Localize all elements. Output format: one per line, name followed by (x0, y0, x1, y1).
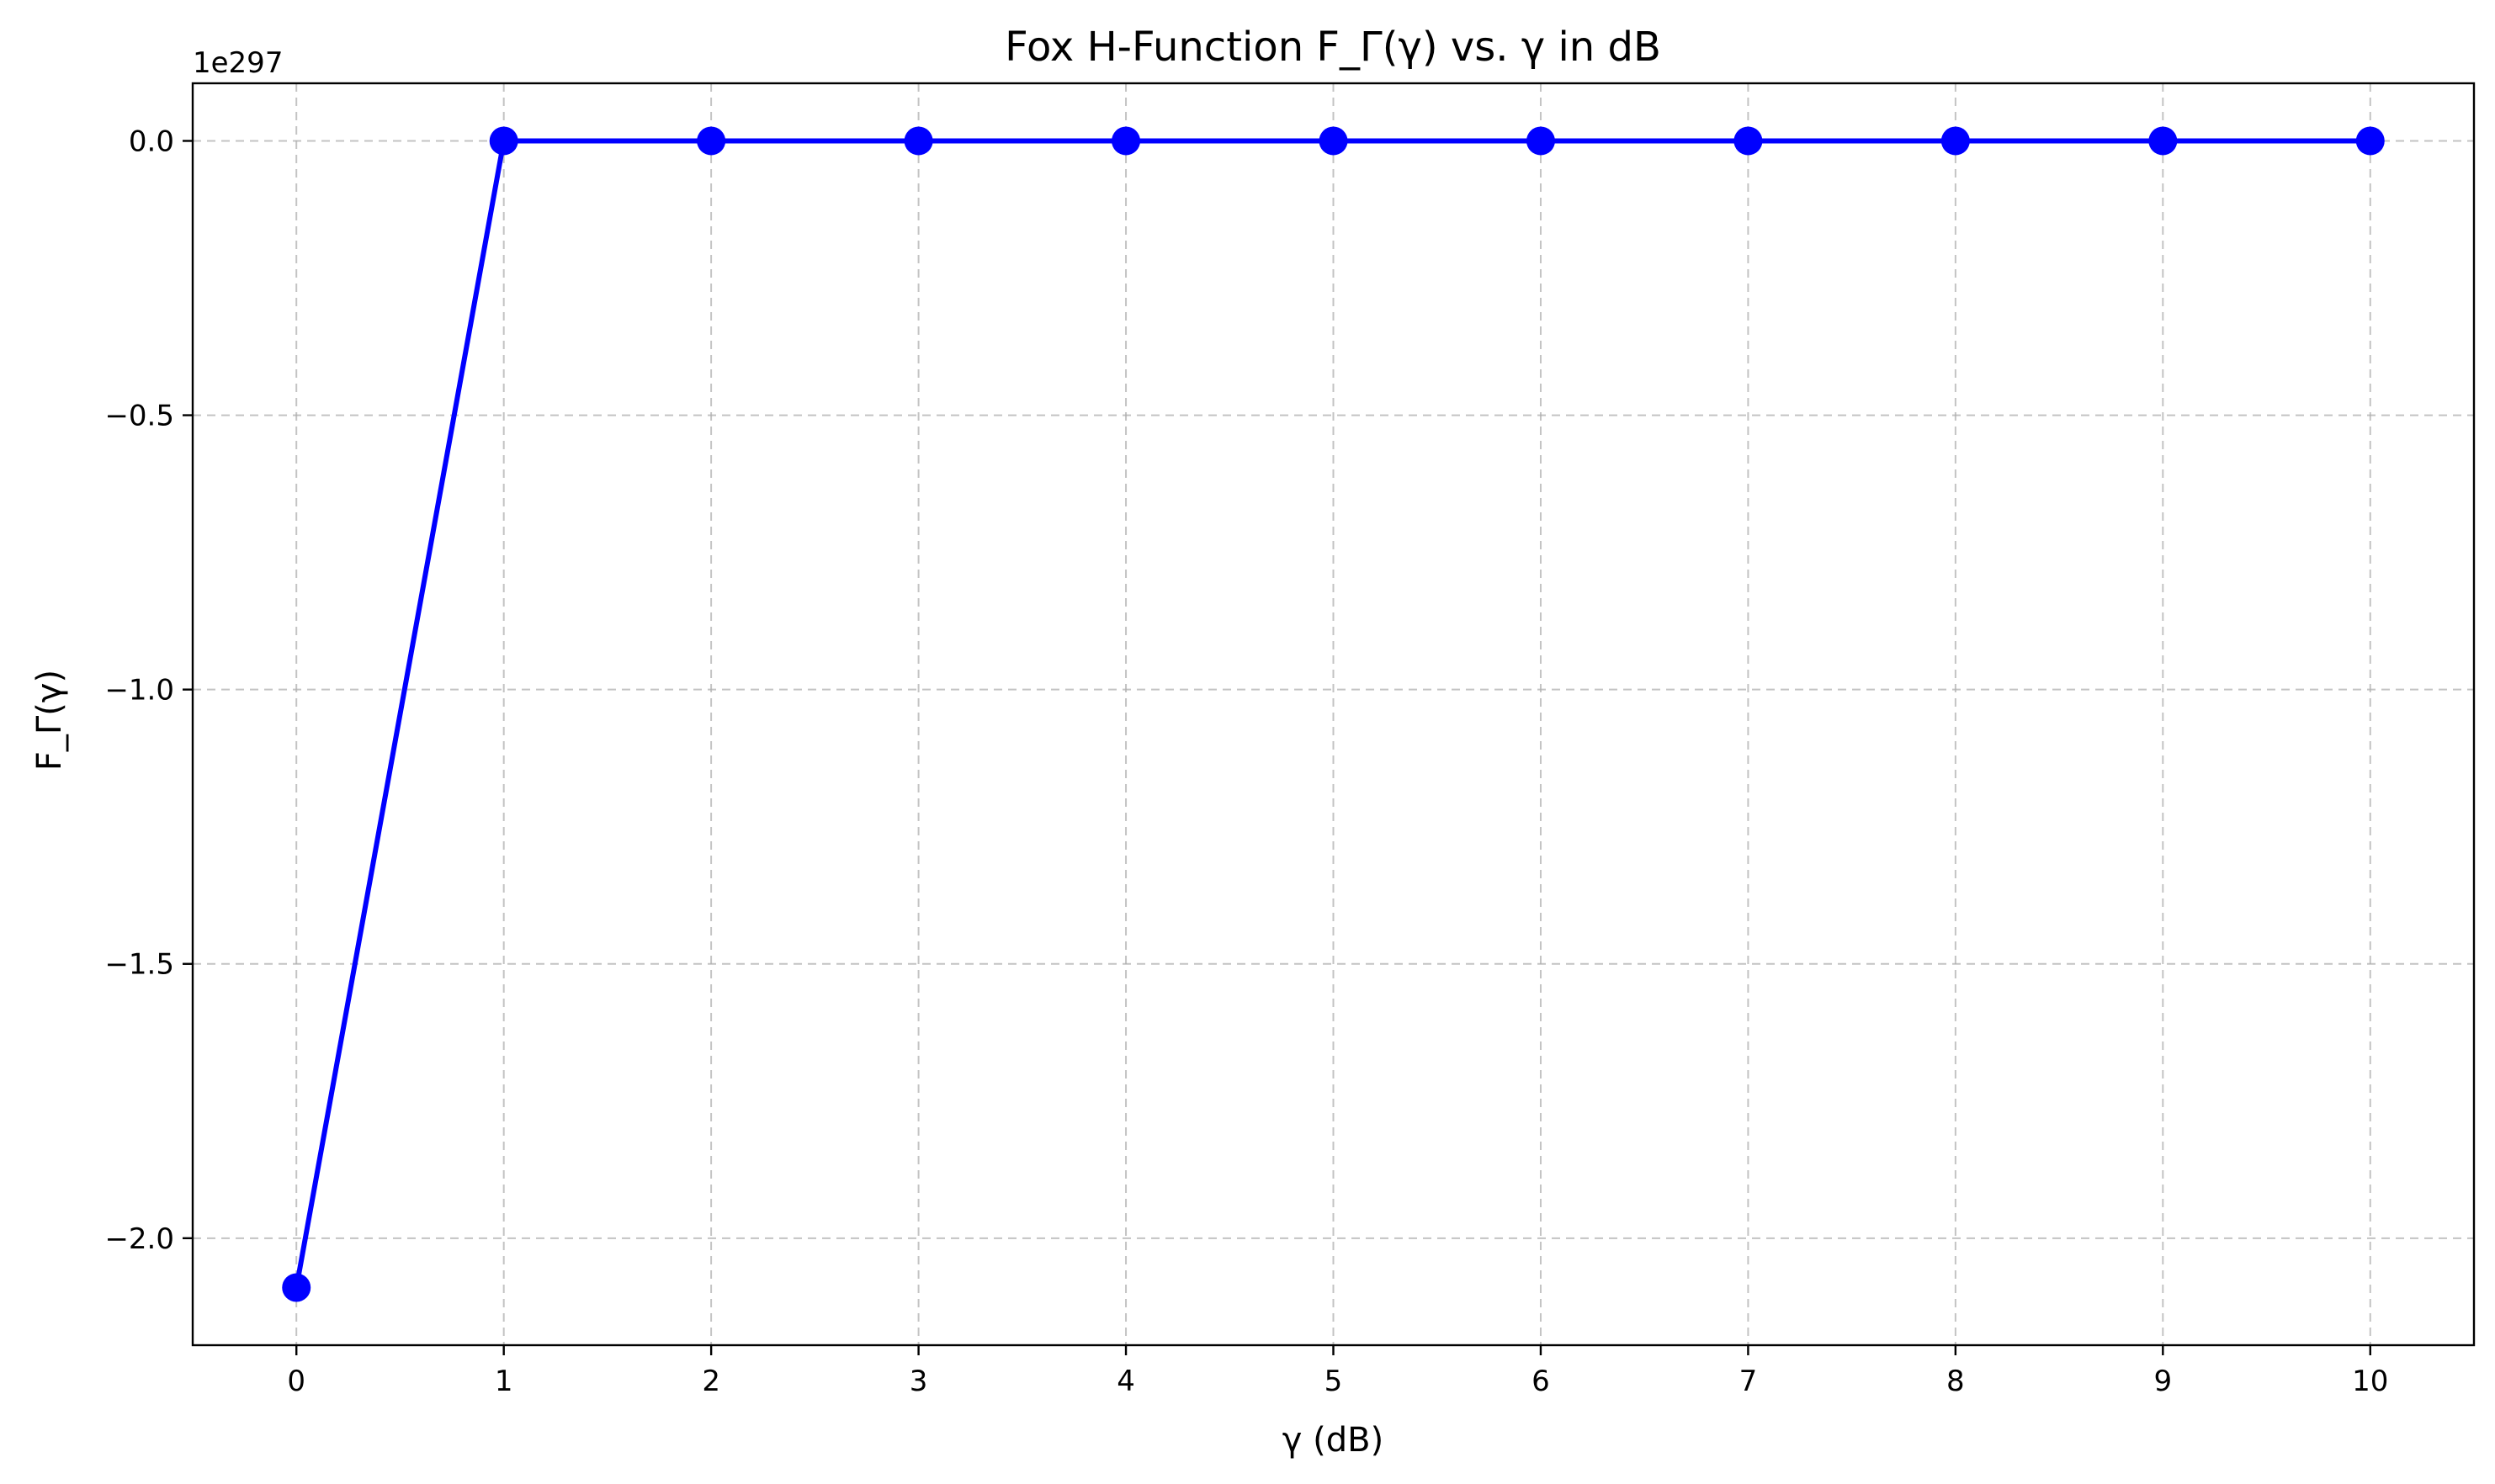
x-tick-label: 2 (702, 1365, 720, 1398)
y-tick-label: −1.0 (104, 674, 174, 708)
series-layer (282, 126, 2385, 1302)
data-point (1526, 126, 1555, 156)
x-tick-label: 9 (2153, 1365, 2172, 1398)
x-tick-label: 1 (495, 1365, 513, 1398)
data-point (697, 126, 726, 156)
x-tick-label: 5 (1324, 1365, 1343, 1398)
y-offset-label: 1e297 (193, 46, 283, 80)
y-tick-label: −1.5 (104, 948, 174, 982)
y-tick-label: −2.0 (104, 1222, 174, 1256)
x-tick-label: 0 (287, 1365, 305, 1398)
chart-title: Fox H-Function F_Γ(γ) vs. γ in dB (1005, 24, 1661, 71)
data-point (1319, 126, 1348, 156)
data-point (282, 1273, 311, 1302)
x-tick-label: 8 (1946, 1365, 1965, 1398)
grid-layer (193, 83, 2474, 1345)
tick-layer: 0 1 2 3 4 5 6 7 8 9 10 0.0 −0.5 −1.0 −1.5 −2.0 (104, 125, 2388, 1398)
x-axis-label: γ (dB) (1282, 1421, 1383, 1460)
data-point (1112, 126, 1141, 156)
x-tick-label: 10 (2352, 1365, 2388, 1398)
y-tick-label: −0.5 (104, 400, 174, 433)
data-point (489, 126, 518, 156)
x-tick-label: 6 (1532, 1365, 1550, 1398)
y-axis-label: F_Γ(γ) (30, 670, 69, 771)
x-tick-label: 4 (1117, 1365, 1135, 1398)
y-tick-label: 0.0 (129, 125, 174, 158)
data-point (904, 126, 933, 156)
data-point (1940, 126, 1970, 156)
data-point (1733, 126, 1763, 156)
data-point (2148, 126, 2178, 156)
x-tick-label: 7 (1739, 1365, 1758, 1398)
x-tick-label: 3 (910, 1365, 928, 1398)
data-point (2355, 126, 2385, 156)
